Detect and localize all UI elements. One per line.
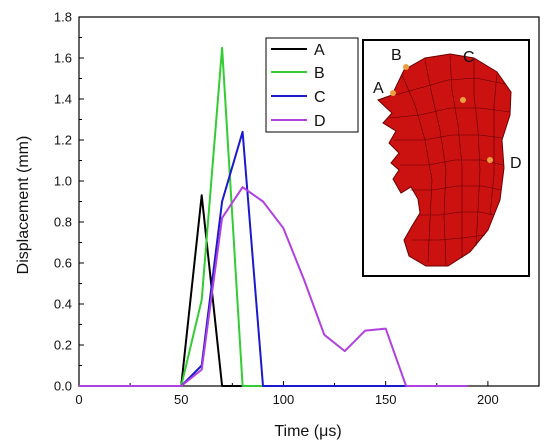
- inset-label-a: A: [373, 80, 384, 97]
- legend-label-a: A: [314, 42, 325, 59]
- inset-marker-b: [403, 64, 409, 70]
- inset-label-b: B: [391, 47, 402, 64]
- y-axis-title: Displacement (mm): [15, 136, 32, 275]
- x-tick-label: 50: [174, 392, 188, 407]
- inset-label-d: D: [510, 155, 522, 172]
- legend-label-b: B: [314, 65, 325, 82]
- x-tick-label: 200: [477, 392, 499, 407]
- x-tick-label: 150: [375, 392, 397, 407]
- legend-box: [265, 37, 359, 133]
- kidney-mesh-lines: [389, 55, 511, 266]
- y-tick-label: 0.4: [54, 297, 72, 312]
- y-tick-label: 0.6: [54, 256, 72, 271]
- x-tick-label: 100: [273, 392, 295, 407]
- y-tick-label: 0.8: [54, 215, 72, 230]
- axes: 0 50 100 150 200 0.0 0.2 0.4 0.6 0.8 1.0 1.2 1.4 1.6 1…: [54, 10, 540, 407]
- legend-label-d: D: [314, 113, 326, 130]
- x-axis-title: Time (μs): [274, 423, 341, 440]
- y-tick-label: 1.4: [54, 92, 72, 107]
- series-lines: [79, 46, 468, 387]
- inset-kidney-mesh: A B C D: [362, 39, 530, 277]
- y-tick-label: 1.8: [54, 10, 72, 25]
- legend: A B C D: [265, 37, 359, 133]
- inset-marker-a: [390, 90, 396, 96]
- y-tick-label: 1.0: [54, 174, 72, 189]
- y-tick-label: 0.0: [54, 379, 72, 394]
- inset-marker-d: [487, 157, 493, 163]
- legend-label-c: C: [314, 89, 326, 106]
- y-tick-label: 1.6: [54, 51, 72, 66]
- x-tick-label: 0: [75, 392, 82, 407]
- y-tick-label: 1.2: [54, 133, 72, 148]
- y-tick-label: 0.2: [54, 338, 72, 353]
- inset-label-c: C: [463, 49, 475, 66]
- inset-marker-c: [460, 97, 466, 103]
- series-line-d: [79, 186, 468, 387]
